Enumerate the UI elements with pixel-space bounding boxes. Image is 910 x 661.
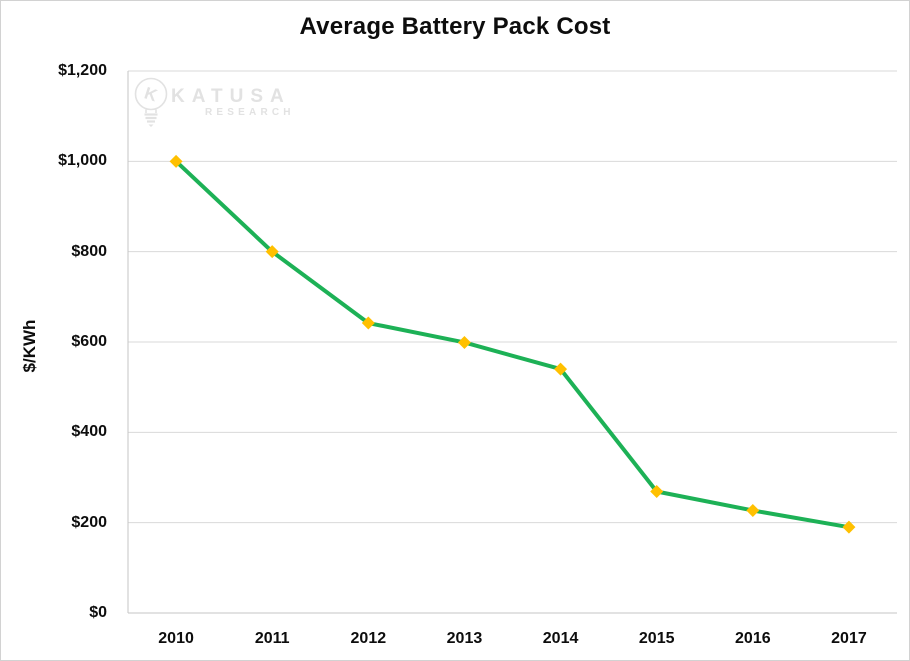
- watermark-sub-text: RESEARCH: [205, 107, 295, 118]
- data-point-2017: [842, 520, 856, 534]
- y-tick-label: $600: [71, 333, 107, 350]
- y-tick-label: $0: [89, 604, 107, 621]
- chart-title: Average Battery Pack Cost: [299, 13, 611, 40]
- x-tick-label-2014: 2014: [542, 630, 579, 647]
- data-point-2013: [457, 335, 471, 349]
- y-tick-label: $1,200: [58, 62, 107, 79]
- x-tick-label-2016: 2016: [735, 630, 771, 647]
- y-tick-label: $200: [71, 513, 107, 531]
- data-point-2014: [554, 362, 568, 376]
- cost-line: [174, 159, 851, 530]
- x-tick-label-2013: 2013: [446, 630, 483, 647]
- y-tick-label: $800: [71, 242, 107, 260]
- x-tick-label-2010: 2010: [158, 630, 194, 647]
- x-tick-label-2012: 2012: [350, 630, 387, 647]
- data-point-2012: [361, 316, 375, 330]
- y-tick-label: $400: [71, 423, 107, 441]
- x-tick-label-2015: 2015: [638, 630, 675, 647]
- watermark-brand-text: KATUSA: [171, 86, 291, 107]
- data-point-2010: [169, 154, 183, 168]
- data-point-2015: [650, 485, 664, 499]
- y-tick-label: $1,000: [58, 152, 107, 170]
- lightbulb-icon: K: [134, 77, 168, 127]
- x-tick-label-2011: 2011: [254, 630, 290, 647]
- x-tick-label-2017: 2017: [831, 630, 867, 647]
- data-point-2016: [746, 503, 760, 517]
- data-point-2011: [265, 245, 279, 259]
